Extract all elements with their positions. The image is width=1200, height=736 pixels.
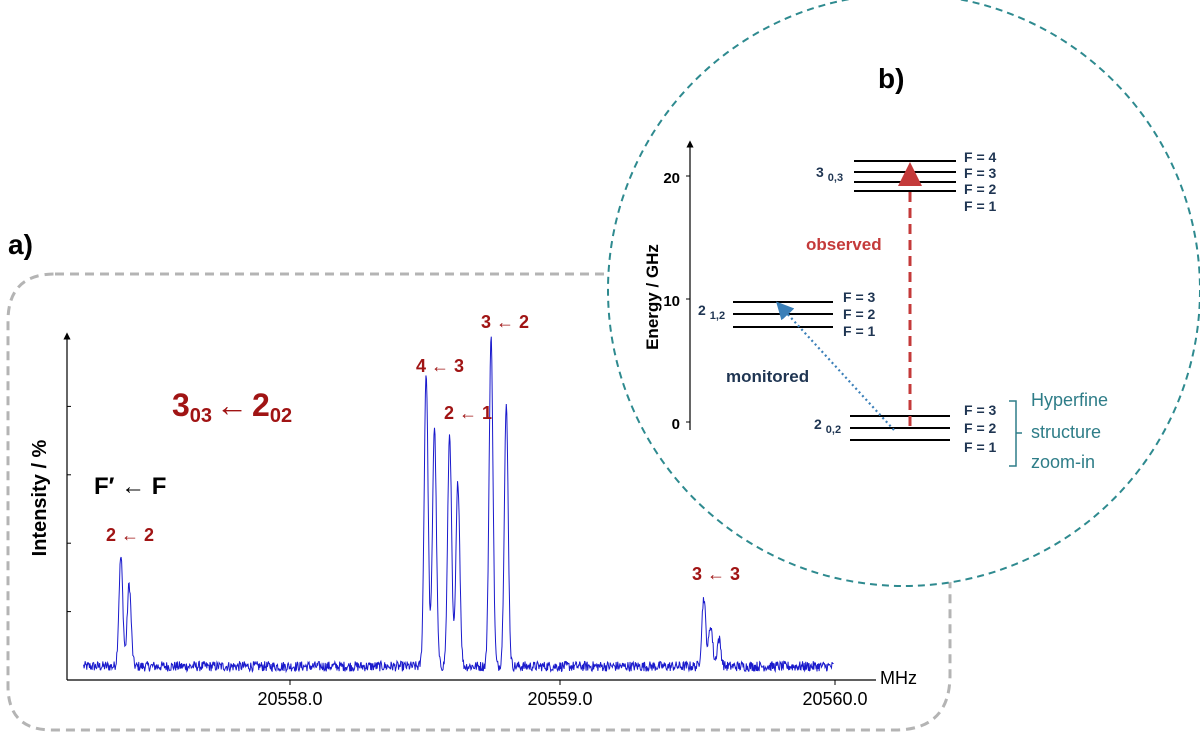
x-tick-20559: 20559.0 — [527, 680, 593, 709]
level-2-12-sub: 1,2 — [710, 310, 725, 322]
panel-b-label: b) — [878, 63, 904, 94]
title-sub-lower: 02 — [270, 405, 292, 427]
title-j-upper: 3 — [172, 387, 190, 423]
energy-tick-label-10: 10 — [663, 293, 680, 310]
panel-a-label: a) — [8, 229, 33, 260]
y-axis-label: Intensity / % — [29, 439, 51, 556]
energy-tick-label-20: 20 — [663, 170, 680, 187]
x-tick-label-20560: 20560.0 — [802, 689, 867, 709]
level-3-03-f2-label: F = 2 — [964, 181, 997, 197]
x-tick-label-20558: 20558.0 — [257, 689, 322, 709]
peak-label-3-2: 3 ← 2 — [481, 312, 529, 332]
peak-label-4-3: 4 ← 3 — [416, 356, 464, 376]
level-3-03-label: 3 0,3 — [816, 164, 843, 184]
level-2-02: 2 0,2 F = 3 F = 2 F = 1 — [814, 402, 997, 455]
f-header-label: F′ ← F — [94, 473, 166, 500]
level-2-02-j: 2 — [814, 416, 822, 432]
monitored-label: monitored — [726, 367, 809, 386]
level-2-02-f1-label: F = 1 — [964, 439, 997, 455]
level-2-12-label: 2 1,2 — [698, 302, 725, 322]
x-tick-20560: 20560.0 — [802, 680, 868, 709]
title-j-lower: 2 — [252, 387, 270, 423]
level-3-03-sub: 0,3 — [828, 172, 843, 184]
peak-label-2-1: 2 ← 1 — [444, 403, 492, 423]
level-2-12-f1-label: F = 1 — [843, 323, 876, 339]
level-3-03-f1-label: F = 1 — [964, 198, 997, 214]
x-unit-label: MHz — [880, 668, 917, 688]
peak-label-3-3: 3 ← 3 — [692, 564, 740, 584]
observed-label: observed — [806, 235, 882, 254]
level-3-03-j: 3 — [816, 164, 824, 180]
level-2-02-sub: 0,2 — [826, 424, 841, 436]
level-3-03-f4-label: F = 4 — [964, 149, 997, 165]
bracket-line-2: structure — [1031, 422, 1101, 442]
level-2-12-f3-label: F = 3 — [843, 289, 876, 305]
spectrum-y-ticks — [67, 405, 71, 613]
bracket-line-1: Hyperfine — [1031, 390, 1108, 410]
level-2-02-f2-label: F = 2 — [964, 420, 997, 436]
level-2-02-label: 2 0,2 — [814, 416, 841, 436]
x-tick-20558: 20558.0 — [257, 680, 323, 709]
energy-tick-label-0: 0 — [672, 416, 680, 433]
level-2-12-j: 2 — [698, 302, 706, 318]
spectrum-line — [83, 336, 834, 674]
energy-tick-10: 10 — [663, 293, 690, 310]
title-sub-upper: 03 — [190, 405, 212, 427]
level-2-12-f2-label: F = 2 — [843, 306, 876, 322]
energy-tick-0: 0 — [672, 416, 690, 433]
level-2-12: 2 1,2 F = 3 F = 2 F = 1 — [698, 289, 876, 339]
panel-b-circle — [607, 0, 1200, 587]
level-3-03: 3 0,3 F = 4 F = 3 F = 2 F = 1 — [816, 149, 997, 214]
hyperfine-bracket — [1009, 400, 1022, 467]
level-3-03-f3-label: F = 3 — [964, 165, 997, 181]
x-tick-label-20559: 20559.0 — [527, 689, 592, 709]
bracket-line-3: zoom-in — [1031, 452, 1095, 472]
title-arrow: ← — [216, 387, 248, 423]
peak-label-2-2: 2 ← 2 — [106, 525, 154, 545]
energy-axis-label: Energy / GHz — [643, 244, 662, 350]
level-2-02-f3-label: F = 3 — [964, 402, 997, 418]
spectrum-title: 303 ← 202 — [172, 387, 292, 427]
energy-tick-20: 20 — [663, 170, 690, 187]
